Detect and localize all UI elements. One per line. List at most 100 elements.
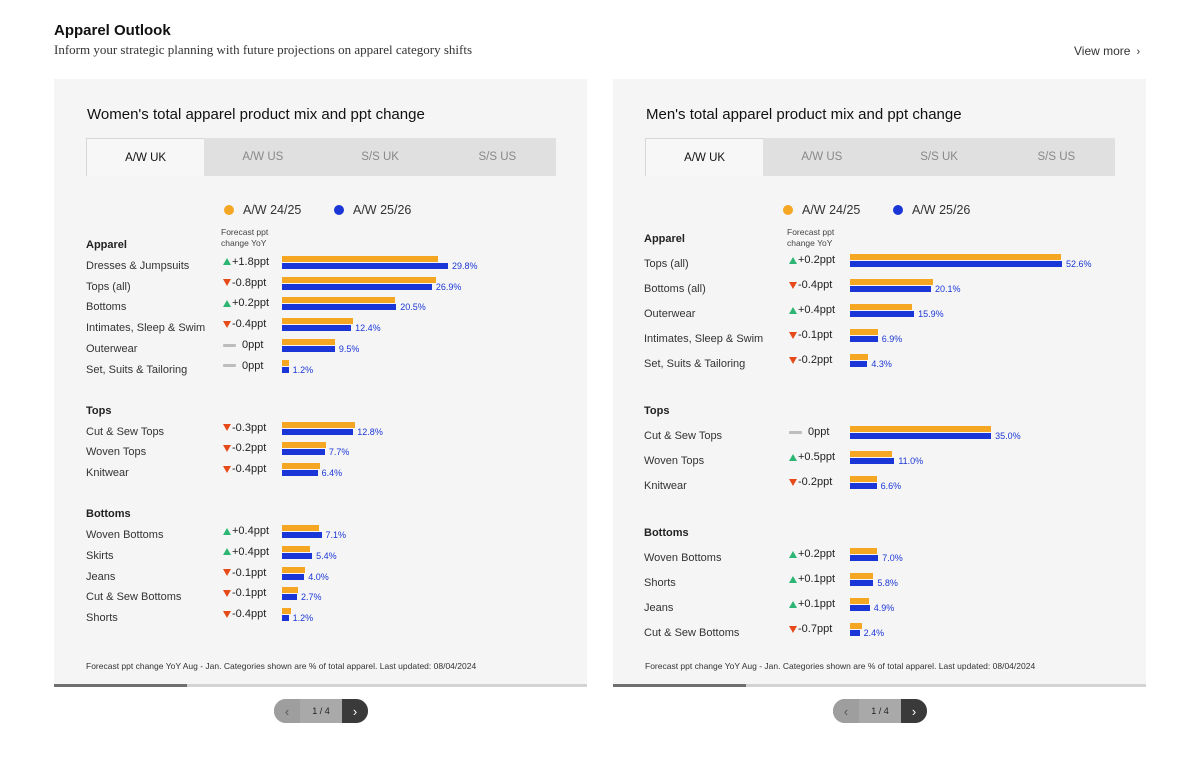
- chevron-right-icon[interactable]: ›: [901, 699, 927, 723]
- up-triangle-icon: [789, 453, 797, 461]
- bar-value-label: 5.8%: [877, 578, 898, 588]
- ppt-change-value: +0.4ppt: [232, 545, 270, 558]
- bar-prev-season: [282, 421, 355, 428]
- carousel-progress-fill: [613, 684, 747, 687]
- up-triangle-icon: [223, 258, 231, 266]
- ppt-change-value: +0.1ppt: [798, 573, 836, 585]
- bar-curr-season: [282, 573, 305, 580]
- carousel-pager: ‹ 1 / 4 ›: [833, 699, 927, 723]
- bar-value-label: 52.6%: [1066, 259, 1092, 269]
- category-label: Bottoms: [86, 301, 127, 314]
- page-title: Apparel Outlook: [54, 22, 171, 39]
- bar-value-label: 6.6%: [880, 481, 902, 491]
- tab-s-s-uk[interactable]: S/S UK: [920, 151, 958, 163]
- bar-curr-season: [850, 261, 1062, 267]
- legend-item: A/W 25/26: [893, 203, 970, 217]
- ppt-change-value: +0.4ppt: [232, 525, 270, 537]
- ppt-change-value: -0.2ppt: [798, 476, 833, 488]
- tab-s-s-us[interactable]: S/S US: [1037, 151, 1076, 163]
- chevron-right-icon: ›: [1136, 46, 1141, 58]
- tab-a-w-uk[interactable]: A/W UK: [86, 138, 205, 176]
- ppt-change-value: -0.7ppt: [798, 623, 833, 635]
- ppt-change: -0.1ppt: [789, 329, 832, 341]
- ppt-change: +1.8ppt: [223, 256, 269, 268]
- bar-value-label: 20.1%: [935, 284, 961, 294]
- ppt-change: -0.4ppt: [223, 608, 266, 620]
- bar-prev-season: [282, 608, 291, 615]
- up-triangle-icon: [223, 527, 231, 535]
- tab-s-s-us[interactable]: S/S US: [478, 151, 517, 163]
- ppt-change-value: 0ppt: [808, 426, 830, 438]
- chart-panel: Women's total apparel product mix and pp…: [54, 79, 587, 685]
- legend-label: A/W 24/25: [802, 203, 861, 217]
- down-triangle-icon: [223, 610, 231, 618]
- view-more-link[interactable]: View more ›: [1074, 44, 1140, 58]
- bar-value-label: 4.9%: [873, 603, 895, 613]
- ppt-change-value: -0.1ppt: [798, 329, 833, 341]
- ppt-change-value: +1.8ppt: [232, 255, 270, 268]
- legend-dot-icon: [783, 205, 793, 215]
- legend-item: A/W 24/25: [224, 203, 301, 217]
- ppt-change: +0.2ppt: [789, 548, 835, 560]
- category-label: Skirts: [86, 549, 114, 562]
- chart-footnote: Forecast ppt change YoY Aug - Jan. Categ…: [645, 661, 1036, 671]
- ppt-change-value: -0.2ppt: [232, 442, 267, 455]
- ppt-change-value: 0ppt: [242, 339, 264, 351]
- bar-value-label: 6.9%: [881, 334, 903, 344]
- bar-value-label: 1.2%: [292, 364, 314, 375]
- bar-curr-season: [282, 366, 289, 373]
- down-triangle-icon: [223, 320, 231, 328]
- bar-value-label: 20.5%: [400, 302, 426, 313]
- chevron-left-icon[interactable]: ‹: [274, 699, 300, 723]
- legend-item: A/W 25/26: [334, 203, 411, 217]
- ppt-change-value: -0.4ppt: [232, 608, 267, 621]
- bar-prev-season: [282, 442, 326, 449]
- section-label: Apparel: [86, 239, 127, 251]
- chevron-left-icon[interactable]: ‹: [833, 699, 859, 723]
- bar-curr-season: [282, 615, 289, 622]
- category-label: Outerwear: [644, 308, 696, 320]
- bar-curr-season: [282, 552, 313, 559]
- legend-item: A/W 24/25: [783, 203, 860, 217]
- chevron-right-icon[interactable]: ›: [342, 699, 368, 723]
- tab-s-s-uk[interactable]: S/S UK: [361, 151, 399, 163]
- chart-title: Women's total apparel product mix and pp…: [87, 106, 425, 123]
- category-label: Intimates, Sleep & Swim: [86, 322, 206, 335]
- bar-curr-season: [850, 483, 877, 489]
- bar-curr-season: [282, 283, 432, 290]
- forecast-change-header: Forecast ppt change YoY: [221, 227, 269, 248]
- legend-dot-icon: [893, 205, 903, 215]
- section-label: Tops: [86, 404, 112, 417]
- category-label: Tops (all): [644, 258, 689, 270]
- legend-label: A/W 24/25: [243, 203, 302, 217]
- bar-curr-season: [850, 311, 915, 317]
- category-label: Dresses & Jumpsuits: [86, 259, 190, 272]
- bar-value-label: 35.0%: [995, 431, 1021, 441]
- bar-prev-season: [282, 318, 354, 325]
- bar-prev-season: [850, 279, 933, 285]
- category-label: Cut & Sew Bottoms: [86, 591, 182, 604]
- down-triangle-icon: [223, 465, 231, 473]
- ppt-change-value: +0.4ppt: [798, 304, 836, 316]
- region-tabs: A/W UK A/W US S/S UK S/S US: [86, 138, 556, 176]
- page-indicator: 1 / 4: [859, 699, 901, 723]
- flat-dash-icon: [223, 364, 236, 368]
- category-label: Woven Bottoms: [86, 529, 164, 541]
- bar-value-label: 12.8%: [357, 426, 383, 437]
- bar-curr-season: [850, 361, 868, 367]
- category-label: Woven Tops: [644, 455, 705, 467]
- tab-a-w-us[interactable]: A/W US: [801, 151, 843, 163]
- category-label: Set, Suits & Tailoring: [86, 363, 188, 376]
- ppt-change-value: -0.4ppt: [232, 463, 267, 476]
- bar-curr-season: [850, 555, 879, 561]
- tab-a-w-uk[interactable]: A/W UK: [645, 138, 764, 176]
- chart-footnote: Forecast ppt change YoY Aug - Jan. Categ…: [86, 661, 477, 671]
- chart-panel: Men's total apparel product mix and ppt …: [613, 79, 1146, 685]
- bar-value-label: 7.0%: [882, 553, 903, 563]
- bar-curr-season: [282, 346, 335, 352]
- ppt-change: -0.2ppt: [789, 354, 832, 366]
- category-label: Jeans: [644, 602, 674, 614]
- category-label: Tops (all): [86, 280, 131, 293]
- tab-a-w-us[interactable]: A/W US: [242, 151, 284, 163]
- bar-curr-season: [850, 458, 895, 464]
